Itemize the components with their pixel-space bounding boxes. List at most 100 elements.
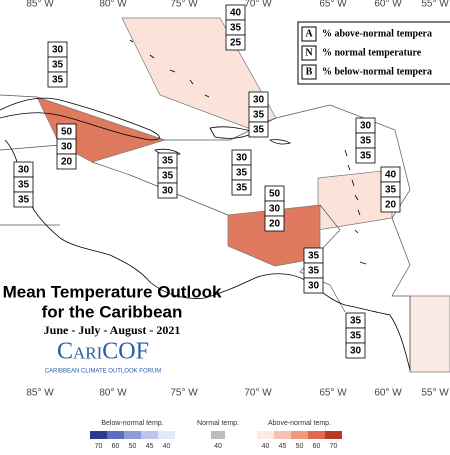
probability-value: 30 xyxy=(360,121,372,132)
probability-value: 35 xyxy=(230,23,242,34)
probability-value: 35 xyxy=(52,75,64,86)
longitude-labels: 85° W 85° W 80° W 80° W 75° W 75° W 70° W 70° W… xyxy=(26,0,449,399)
probability-value: 35 xyxy=(308,251,320,262)
probability-value: 35 xyxy=(236,168,248,179)
probability-value: 30 xyxy=(18,165,30,176)
longitude-label: 60° W xyxy=(374,0,402,10)
title-line: Mean Temperature Outlook xyxy=(3,282,222,301)
probability-value: 35 xyxy=(350,316,362,327)
probability-box xyxy=(380,196,401,213)
probability-value: 35 xyxy=(360,136,372,147)
map-shading xyxy=(36,17,450,373)
longitude-label: 80° W xyxy=(99,388,127,399)
probability-value: 30 xyxy=(269,204,281,215)
probability-box xyxy=(47,71,68,88)
colorbar-label: Normal temp. xyxy=(197,420,239,427)
probability-value: 35 xyxy=(52,60,64,71)
region-boundaries xyxy=(0,94,411,372)
longitude-label: 85° W xyxy=(26,0,54,10)
key-letter-box xyxy=(301,45,317,61)
longitude-label: 70° W xyxy=(244,0,272,10)
key-letter-box xyxy=(301,64,317,80)
probability-box xyxy=(56,153,77,170)
colorbar-swatch xyxy=(124,431,141,439)
probability-value: 35 xyxy=(253,125,265,136)
colorbar-tick: 50 xyxy=(129,443,137,450)
colorbar-tick: 45 xyxy=(146,443,154,450)
logo-subtitle: CARIBBEAN CLIMATE OUTLOOK FORUM xyxy=(45,369,162,375)
colorbar-tick: 70 xyxy=(95,443,103,450)
region-shade xyxy=(409,295,450,373)
boundary-lines xyxy=(0,94,411,372)
colorbar-swatch xyxy=(274,431,291,439)
probability-box xyxy=(303,277,324,294)
probability-value: 30 xyxy=(236,153,248,164)
key-letter: N xyxy=(305,47,313,58)
key-letter: A xyxy=(305,28,313,39)
key-entries: A % above-normal tempera N % normal tempera… xyxy=(301,26,432,80)
colorbar-tick: 40 xyxy=(214,443,222,450)
probability-value: 35 xyxy=(350,331,362,342)
longitude-label: 60° W xyxy=(374,388,402,399)
probability-value: 30 xyxy=(308,281,320,292)
probability-value: 50 xyxy=(61,127,73,138)
probability-value: 35 xyxy=(236,183,248,194)
probability-box xyxy=(231,179,252,196)
longitude-label: 80° W xyxy=(99,0,127,10)
probability-box xyxy=(225,34,246,51)
probability-value: 20 xyxy=(385,200,397,211)
probability-box xyxy=(355,147,376,164)
longitude-label: 75° W xyxy=(170,388,198,399)
probability-value: 40 xyxy=(385,170,397,181)
probability-box xyxy=(264,215,285,232)
colorbar-swatch xyxy=(158,431,175,439)
colorbar-tick: 60 xyxy=(112,443,120,450)
probability-value: 35 xyxy=(162,156,174,167)
colorbar-tick: 60 xyxy=(313,443,321,450)
colorbar-tick: 70 xyxy=(330,443,338,450)
probability-value: 35 xyxy=(18,180,30,191)
colorbar: Below-normal temp. 70 60 50 45 40 Normal temp.… xyxy=(90,420,342,450)
region-probabilities: 40 35 25 30 35 35 50 30 20 30 35 35 30 35 35 35 35 30 30 35… xyxy=(13,4,401,359)
probability-value: 35 xyxy=(162,171,174,182)
colorbar-swatch xyxy=(325,431,342,439)
colorbar-swatch xyxy=(257,431,274,439)
longitude-label: 85° W xyxy=(26,388,54,399)
probability-value: 20 xyxy=(61,157,73,168)
longitude-label: 70° W xyxy=(244,388,272,399)
colorbar-label: Above-normal temp. xyxy=(268,420,331,427)
colorbar-swatch xyxy=(141,431,158,439)
key-box xyxy=(297,21,450,85)
probability-box xyxy=(248,121,269,138)
probability-value: 35 xyxy=(360,151,372,162)
longitude-label: 65° W xyxy=(319,0,347,10)
probability-value: 30 xyxy=(61,142,73,153)
key-letter: B xyxy=(306,66,313,77)
colorbar-swatch xyxy=(107,431,124,439)
probability-value: 35 xyxy=(18,195,30,206)
region-shade xyxy=(227,204,321,267)
logo-name: CariCOF xyxy=(57,339,149,365)
longitude-label: 75° W xyxy=(170,0,198,10)
probability-value: 20 xyxy=(269,219,281,230)
colorbar-swatch xyxy=(291,431,308,439)
probability-value: 35 xyxy=(385,185,397,196)
probability-box xyxy=(13,191,34,208)
colorbar-tick: 45 xyxy=(279,443,287,450)
key-text: % below-normal tempera xyxy=(322,66,432,77)
probability-box xyxy=(345,342,366,359)
colorbar-tick: 50 xyxy=(296,443,304,450)
key-text: % normal temperature xyxy=(322,47,422,58)
longitude-label: 55° W xyxy=(421,0,449,10)
longitude-label: 65° W xyxy=(319,388,347,399)
key-letter-box xyxy=(301,26,317,42)
probability-value: 35 xyxy=(253,110,265,121)
title-line: for the Caribbean xyxy=(42,302,183,321)
probability-box xyxy=(157,182,178,199)
colorbar-swatch xyxy=(308,431,325,439)
colorbar-label: Below-normal temp. xyxy=(101,420,163,427)
probability-value: 25 xyxy=(230,38,242,49)
colorbar-tick: 40 xyxy=(163,443,171,450)
coastlines xyxy=(0,39,411,371)
